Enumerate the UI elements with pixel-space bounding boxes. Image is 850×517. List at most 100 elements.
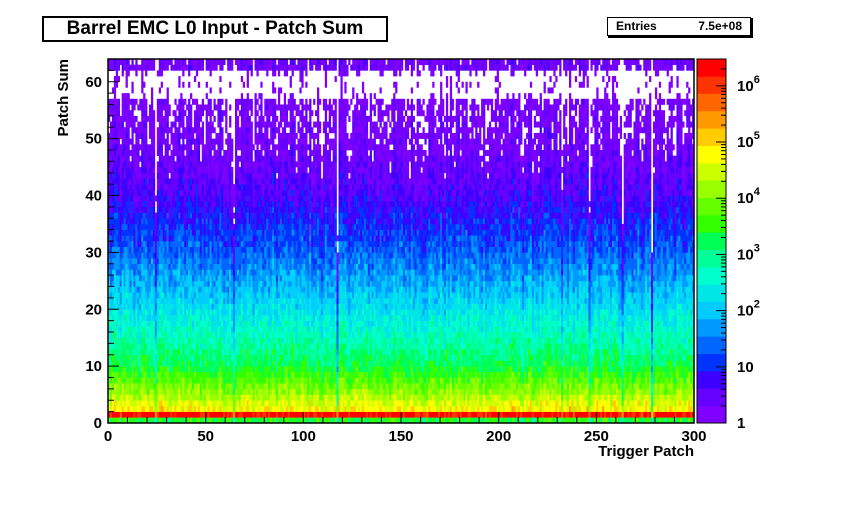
heatmap-cell xyxy=(219,405,222,412)
heatmap-cell xyxy=(246,127,249,134)
heatmap-cell xyxy=(178,195,181,202)
heatmap-cell xyxy=(254,377,257,384)
heatmap-cell xyxy=(172,354,175,361)
heatmap-cell xyxy=(213,297,216,304)
heatmap-cell xyxy=(197,212,201,219)
heatmap-cell xyxy=(170,292,173,299)
heatmap-cell xyxy=(172,252,175,259)
heatmap-cell xyxy=(203,241,206,247)
heatmap-cell xyxy=(272,161,275,168)
heatmap-cell xyxy=(231,59,234,65)
heatmap-cell xyxy=(238,354,242,361)
heatmap-cell xyxy=(240,371,244,378)
heatmap-cell xyxy=(238,246,242,253)
heatmap-cell xyxy=(184,98,187,105)
heatmap-cell xyxy=(268,388,271,395)
heatmap-cell xyxy=(178,201,181,208)
heatmap-cell xyxy=(244,172,247,179)
heatmap-cell xyxy=(117,184,121,191)
heatmap-cell xyxy=(186,161,189,168)
heatmap-cell xyxy=(125,377,128,384)
heatmap-cell xyxy=(182,223,185,230)
heatmap-cell xyxy=(158,212,162,219)
heatmap-cell xyxy=(240,229,244,236)
heatmap-cell xyxy=(221,212,224,219)
heatmap-cell xyxy=(162,104,165,111)
heatmap-cell xyxy=(252,235,255,242)
heatmap-cell xyxy=(174,258,177,265)
heatmap-cell xyxy=(219,349,222,356)
heatmap-cell xyxy=(149,417,152,424)
heatmap-cell xyxy=(145,150,148,156)
heatmap-cell xyxy=(207,383,210,390)
heatmap-cell xyxy=(170,303,173,310)
heatmap-cell xyxy=(152,178,156,185)
heatmap-cell xyxy=(109,229,113,236)
heatmap-cell xyxy=(129,360,132,367)
heatmap-cell xyxy=(141,144,144,151)
heatmap-cell xyxy=(164,309,167,316)
heatmap-cell xyxy=(266,212,269,219)
heatmap-cell xyxy=(227,377,230,384)
heatmap-cell xyxy=(135,297,138,304)
heatmap-cell xyxy=(152,292,156,299)
heatmap-cell xyxy=(195,303,199,310)
heatmap-cell xyxy=(215,297,218,304)
heatmap-cell xyxy=(139,127,142,134)
heatmap-cell xyxy=(207,246,210,253)
heatmap-cell xyxy=(143,388,146,395)
heatmap-cell xyxy=(242,326,246,333)
heatmap-cell xyxy=(258,201,261,208)
heatmap-cell xyxy=(180,286,183,293)
heatmap-cell xyxy=(176,132,179,139)
heatmap-cell xyxy=(135,405,138,412)
heatmap-cell xyxy=(211,246,214,253)
heatmap-cell xyxy=(246,337,249,344)
heatmap-cell xyxy=(170,121,173,128)
heatmap-cell xyxy=(197,337,201,344)
heatmap-cell xyxy=(236,309,240,316)
heatmap-cell xyxy=(135,303,138,310)
heatmap-cell xyxy=(244,263,247,270)
heatmap-cell xyxy=(270,59,273,65)
heatmap-cell xyxy=(195,70,199,77)
heatmap-cell xyxy=(227,280,230,287)
heatmap-cell xyxy=(158,59,162,65)
heatmap-cell xyxy=(164,246,167,253)
heatmap-cell xyxy=(184,349,187,356)
heatmap-cell xyxy=(240,286,244,293)
heatmap-cell xyxy=(182,377,185,384)
heatmap-cell xyxy=(256,360,259,367)
heatmap-cell xyxy=(229,314,232,321)
heatmap-cell xyxy=(190,320,193,327)
heatmap-cell xyxy=(184,371,187,378)
heatmap-cell xyxy=(158,303,162,310)
heatmap-cell xyxy=(242,354,246,361)
heatmap-cell xyxy=(162,280,165,287)
heatmap-cell xyxy=(205,201,208,208)
heatmap-cell xyxy=(246,76,249,83)
heatmap-cell xyxy=(262,229,265,236)
heatmap-cell xyxy=(234,167,238,174)
heatmap-cell xyxy=(164,388,167,395)
heatmap-cell xyxy=(152,343,156,350)
heatmap-cell xyxy=(162,309,165,316)
heatmap-cell xyxy=(221,411,224,418)
heatmap-cell xyxy=(188,349,191,356)
heatmap-cell xyxy=(274,400,277,407)
heatmap-cell xyxy=(129,383,132,390)
heatmap-cell xyxy=(156,150,160,156)
heatmap-cell xyxy=(109,252,113,259)
heatmap-cell xyxy=(143,64,146,71)
heatmap-cell xyxy=(252,332,255,338)
heatmap-cell xyxy=(143,360,146,367)
heatmap-cell xyxy=(164,115,167,122)
heatmap-cell xyxy=(227,411,230,418)
heatmap-cell xyxy=(164,167,167,174)
heatmap-cell xyxy=(258,275,261,282)
heatmap-cell xyxy=(108,212,111,219)
heatmap-cell xyxy=(108,150,111,156)
heatmap-cell xyxy=(268,252,271,259)
heatmap-cell xyxy=(156,235,160,242)
heatmap-cell xyxy=(133,332,136,338)
